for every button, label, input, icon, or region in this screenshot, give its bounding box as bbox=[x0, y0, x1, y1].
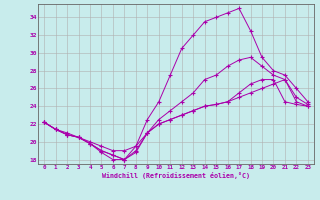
X-axis label: Windchill (Refroidissement éolien,°C): Windchill (Refroidissement éolien,°C) bbox=[102, 172, 250, 179]
